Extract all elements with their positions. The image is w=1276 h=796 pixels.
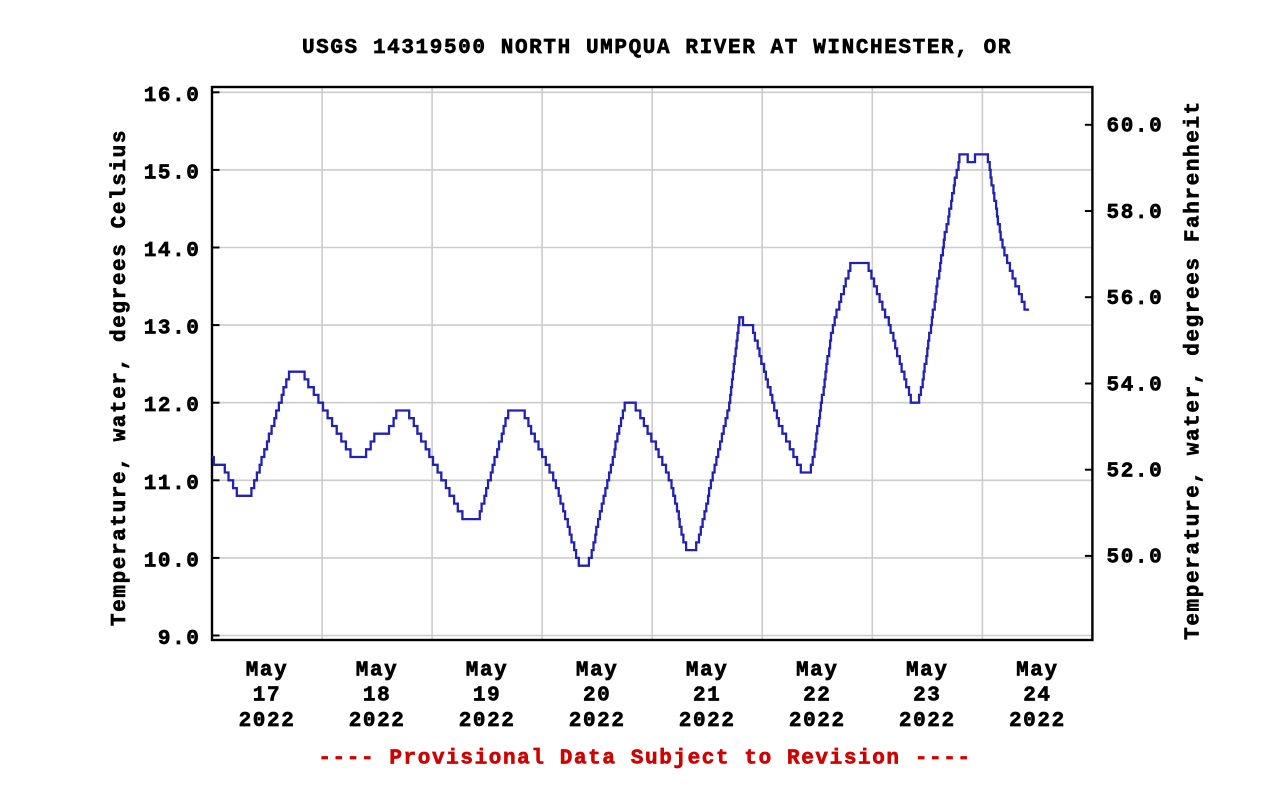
svg-text:54.0: 54.0	[1107, 374, 1164, 397]
svg-text:May: May	[906, 660, 949, 683]
svg-text:24: 24	[1023, 685, 1051, 708]
svg-text:15.0: 15.0	[144, 162, 201, 185]
svg-text:May: May	[1016, 660, 1059, 683]
svg-text:21: 21	[693, 685, 721, 708]
svg-text:---- Provisional Data Subject: ---- Provisional Data Subject to Revisio…	[318, 748, 971, 771]
svg-text:14.0: 14.0	[144, 240, 201, 263]
svg-text:17: 17	[253, 685, 281, 708]
svg-text:23: 23	[913, 685, 941, 708]
svg-text:19: 19	[473, 685, 501, 708]
svg-text:2022: 2022	[1009, 710, 1066, 733]
svg-text:12.0: 12.0	[144, 395, 201, 418]
svg-text:Temperature, water, degrees Ce: Temperature, water, degrees Celsius	[109, 129, 132, 626]
svg-text:2022: 2022	[239, 710, 296, 733]
svg-text:60.0: 60.0	[1107, 116, 1164, 139]
svg-text:13.0: 13.0	[144, 318, 201, 341]
svg-text:May: May	[356, 660, 399, 683]
svg-text:May: May	[246, 660, 289, 683]
svg-text:May: May	[796, 660, 839, 683]
svg-text:2022: 2022	[459, 710, 516, 733]
svg-text:20: 20	[583, 685, 611, 708]
svg-text:22: 22	[803, 685, 831, 708]
svg-text:9.0: 9.0	[158, 628, 201, 651]
svg-text:58.0: 58.0	[1107, 202, 1164, 225]
svg-text:May: May	[686, 660, 729, 683]
svg-text:16.0: 16.0	[144, 85, 201, 108]
svg-text:11.0: 11.0	[144, 473, 201, 496]
svg-text:2022: 2022	[349, 710, 406, 733]
svg-text:18: 18	[363, 685, 391, 708]
svg-text:2022: 2022	[899, 710, 956, 733]
svg-text:USGS 14319500 NORTH UMPQUA RIV: USGS 14319500 NORTH UMPQUA RIVER AT WINC…	[302, 37, 1012, 60]
svg-text:56.0: 56.0	[1107, 288, 1164, 311]
svg-text:May: May	[576, 660, 619, 683]
svg-text:10.0: 10.0	[144, 550, 201, 573]
svg-text:May: May	[466, 660, 509, 683]
svg-text:2022: 2022	[569, 710, 626, 733]
svg-text:2022: 2022	[789, 710, 846, 733]
svg-text:52.0: 52.0	[1107, 461, 1164, 484]
svg-text:2022: 2022	[679, 710, 736, 733]
svg-text:50.0: 50.0	[1107, 547, 1164, 570]
svg-text:Temperature, water, degrees Fa: Temperature, water, degrees Fahrenheit	[1183, 100, 1206, 640]
